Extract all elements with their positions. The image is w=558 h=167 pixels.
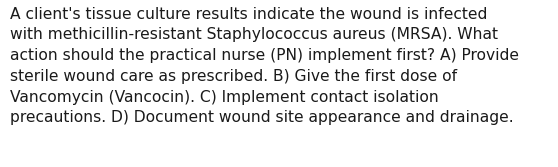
Text: A client's tissue culture results indicate the wound is infected
with methicilli: A client's tissue culture results indica…: [10, 7, 519, 125]
